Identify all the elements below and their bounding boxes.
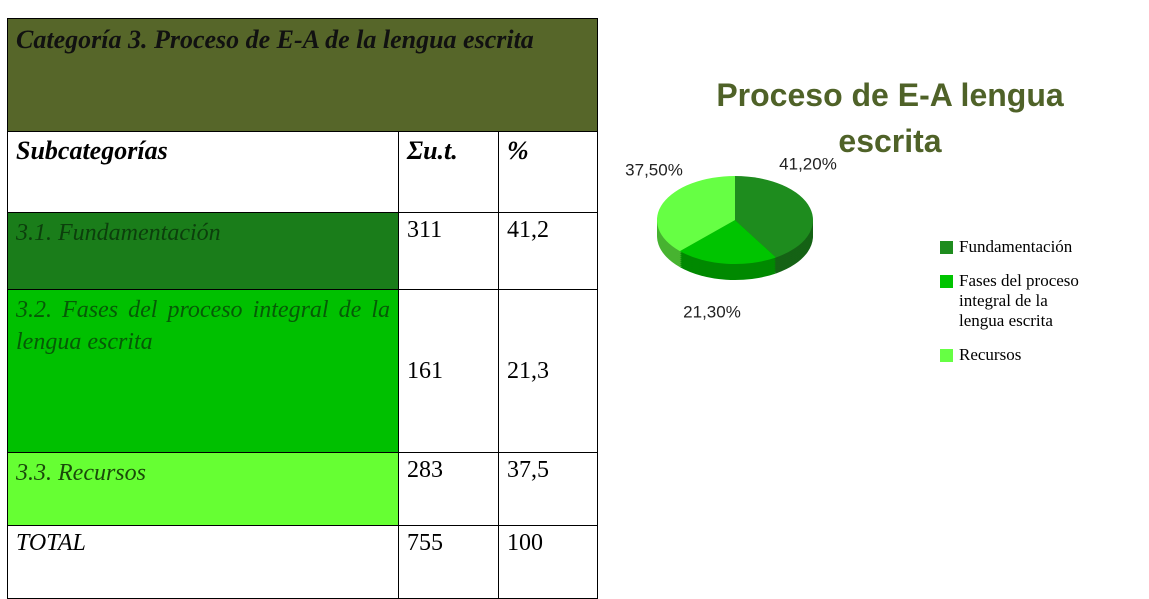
legend: Fundamentación Fases del proceso integral… (940, 237, 1090, 379)
chart-title: Proceso de E-A lengua escrita (716, 77, 1064, 159)
header-cell: Σu.t. (398, 131, 499, 213)
data-label: 41,20% (779, 154, 837, 173)
legend-label: Recursos (959, 345, 1022, 364)
data-table: Categoría 3. Proceso de E-A de la lengua… (7, 18, 598, 599)
cell: 21,3 (498, 289, 598, 453)
legend-swatch (940, 241, 953, 254)
legend-item: Recursos (940, 345, 1090, 365)
cell: 3.1. Fundamentación (7, 212, 399, 290)
legend-swatch (940, 275, 953, 288)
legend-swatch (940, 349, 953, 362)
cell: 755 (398, 525, 499, 599)
legend-label: Fases del proceso integral de la lengua … (959, 271, 1079, 330)
cell: 100 (498, 525, 598, 599)
cell: 3.3. Recursos (7, 452, 399, 526)
data-label: 37,50% (625, 160, 683, 179)
pie-slice (656, 176, 735, 252)
legend-item: Fundamentación (940, 237, 1090, 257)
cell: 311 (398, 212, 499, 290)
cell: TOTAL (7, 525, 399, 599)
header-cell: % (498, 131, 598, 213)
legend-label: Fundamentación (959, 237, 1073, 256)
table-title: Categoría 3. Proceso de E-A de la lengua… (7, 18, 598, 132)
pie-slice (679, 220, 776, 264)
data-label: 21,30% (683, 302, 741, 321)
pie-slice (735, 176, 813, 258)
cell: 3.2. Fases del proceso integral de la le… (7, 289, 399, 453)
cell: 37,5 (498, 452, 598, 526)
legend-item: Fases del proceso integral de la lengua … (940, 271, 1090, 331)
